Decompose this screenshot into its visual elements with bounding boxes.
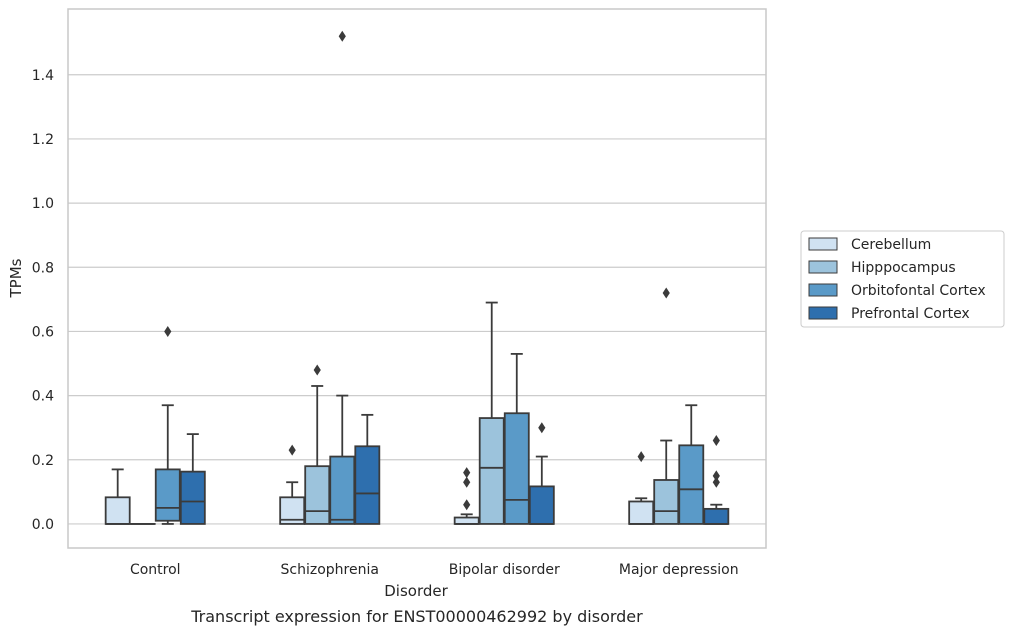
y-tick-label: 0.4 bbox=[32, 389, 54, 405]
box bbox=[179, 470, 206, 525]
outlier-point bbox=[164, 325, 172, 337]
legend-swatch bbox=[808, 283, 838, 297]
legend-label: Prefrontal Cortex bbox=[851, 306, 970, 322]
x-tick-labels: Control Schizophrenia Bipolar disorder Majo… bbox=[130, 562, 739, 578]
box-group bbox=[104, 325, 206, 525]
outlier-point bbox=[712, 470, 720, 482]
outlier-point bbox=[712, 435, 720, 447]
legend-label: Orbitofontal Cortex bbox=[851, 283, 986, 299]
box bbox=[478, 417, 505, 525]
box bbox=[453, 516, 480, 525]
legend-swatch bbox=[808, 306, 838, 320]
y-tick-label: 1.2 bbox=[32, 132, 54, 148]
box-group bbox=[628, 287, 730, 525]
legend-swatch bbox=[808, 237, 838, 251]
box bbox=[503, 412, 530, 525]
y-tick-labels: 0.0 0.2 0.4 0.6 0.8 1.0 1.2 1.4 bbox=[32, 68, 54, 533]
legend-label: Hipppocampus bbox=[851, 260, 956, 276]
y-tick-label: 1.4 bbox=[32, 68, 54, 84]
box bbox=[678, 444, 705, 525]
x-axis-label: Disorder bbox=[384, 582, 448, 600]
legend-frame bbox=[800, 230, 1005, 328]
box bbox=[628, 500, 655, 525]
outlier-point bbox=[313, 364, 321, 376]
outlier-point bbox=[288, 444, 296, 456]
x-tick-label: Bipolar disorder bbox=[449, 562, 560, 578]
box bbox=[703, 507, 730, 525]
outlier-point bbox=[712, 476, 720, 488]
legend-swatch bbox=[808, 260, 838, 274]
box bbox=[329, 455, 356, 525]
x-tick-label: Major depression bbox=[619, 562, 739, 578]
plot-frame bbox=[67, 8, 767, 549]
box-groups bbox=[104, 30, 730, 525]
box bbox=[354, 445, 381, 525]
outlier-point bbox=[463, 467, 471, 479]
y-tick-label: 0.2 bbox=[32, 453, 54, 469]
box-group bbox=[279, 30, 381, 525]
outlier-point bbox=[338, 30, 346, 42]
outlier-point bbox=[662, 287, 670, 299]
y-tick-label: 0.0 bbox=[32, 517, 54, 533]
box bbox=[653, 479, 680, 525]
y-tick-label: 0.8 bbox=[32, 260, 54, 276]
chart-caption: Transcript expression for ENST0000046299… bbox=[190, 607, 643, 626]
x-tick-label: Control bbox=[130, 562, 181, 578]
grid-lines bbox=[68, 74, 766, 525]
outlier-point bbox=[463, 476, 471, 488]
box bbox=[528, 485, 555, 525]
box-group bbox=[453, 301, 555, 525]
y-tick-label: 1.0 bbox=[32, 196, 54, 212]
box bbox=[304, 465, 331, 525]
box bbox=[104, 496, 131, 525]
y-axis-label: TPMs bbox=[7, 258, 25, 298]
legend-label: Cerebellum bbox=[851, 237, 931, 253]
outlier-point bbox=[637, 451, 645, 463]
outlier-point bbox=[538, 422, 546, 434]
box bbox=[154, 468, 181, 522]
outlier-point bbox=[463, 499, 471, 511]
y-tick-label: 0.6 bbox=[32, 324, 54, 340]
legend: Cerebellum Hipppocampus Orbitofontal Corte… bbox=[800, 230, 1005, 328]
x-tick-label: Schizophrenia bbox=[281, 562, 379, 578]
